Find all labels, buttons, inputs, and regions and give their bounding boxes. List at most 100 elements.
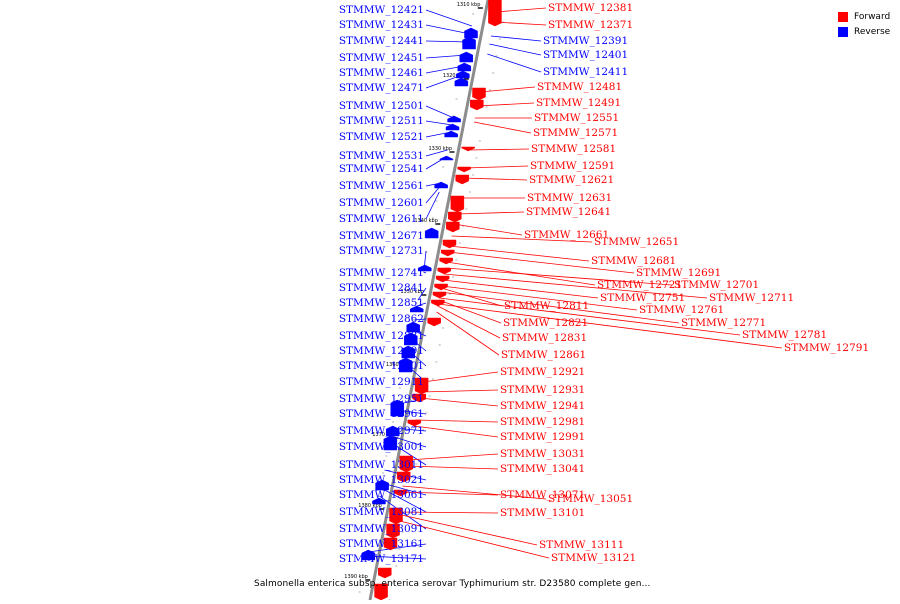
gene-label[interactable]: STMMW_12721 <box>597 279 682 291</box>
gene-label[interactable]: STMMW_12941 <box>500 400 585 412</box>
gene-label[interactable]: STMMW_12761 <box>639 304 724 316</box>
gene-label[interactable]: STMMW_12441 <box>339 35 424 47</box>
forward-gene-arrow[interactable] <box>440 249 455 257</box>
gene-label[interactable]: STMMW_13101 <box>500 507 585 519</box>
gene-label[interactable]: STMMW_12491 <box>536 97 621 109</box>
gene-label[interactable]: STMMW_12781 <box>742 329 827 341</box>
forward-gene-arrow[interactable] <box>442 239 457 249</box>
reverse-gene-arrow[interactable] <box>390 399 404 417</box>
gene-label[interactable]: STMMW_13061 <box>339 489 424 501</box>
reverse-gene-arrow[interactable] <box>372 497 386 505</box>
forward-gene-arrow[interactable] <box>389 507 403 525</box>
gene-label[interactable]: STMMW_12391 <box>543 35 628 47</box>
gene-label[interactable]: STMMW_12701 <box>674 279 759 291</box>
gene-label[interactable]: STMMW_13051 <box>548 493 633 505</box>
gene-label[interactable]: STMMW_12591 <box>530 160 615 172</box>
reverse-gene-arrow[interactable] <box>385 425 400 437</box>
reverse-gene-arrow[interactable] <box>462 36 476 50</box>
gene-label[interactable]: STMMW_12521 <box>339 131 424 143</box>
forward-gene-arrow[interactable] <box>439 257 453 265</box>
reverse-gene-arrow[interactable] <box>447 115 461 123</box>
gene-label[interactable]: STMMW_12921 <box>500 366 585 378</box>
gene-label[interactable]: STMMW_12481 <box>537 81 622 93</box>
gene-label[interactable]: STMMW_12681 <box>591 255 676 267</box>
gene-label[interactable]: STMMW_12951 <box>339 393 424 405</box>
forward-gene-arrow[interactable] <box>488 0 502 27</box>
gene-label[interactable]: STMMW_12671 <box>339 230 424 242</box>
gene-label[interactable]: STMMW_12751 <box>600 292 685 304</box>
gene-label[interactable]: STMMW_13111 <box>539 539 624 551</box>
gene-label[interactable]: STMMW_12401 <box>543 49 628 61</box>
gene-label[interactable]: STMMW_12741 <box>339 267 424 279</box>
reverse-gene-arrow[interactable] <box>434 181 448 189</box>
gene-label[interactable]: STMMW_12551 <box>534 112 619 124</box>
gene-label[interactable]: STMMW_12661 <box>524 229 609 241</box>
forward-gene-arrow[interactable] <box>414 377 429 395</box>
forward-gene-arrow[interactable] <box>412 393 426 403</box>
gene-label[interactable]: STMMW_12501 <box>339 100 424 112</box>
gene-label[interactable]: STMMW_13041 <box>500 463 585 475</box>
reverse-gene-arrow[interactable] <box>401 345 416 359</box>
gene-label[interactable]: STMMW_12611 <box>339 213 424 225</box>
gene-label[interactable]: STMMW_12581 <box>531 143 616 155</box>
gene-label[interactable]: STMMW_12861 <box>501 349 586 361</box>
gene-label[interactable]: STMMW_12531 <box>339 150 424 162</box>
gene-label[interactable]: STMMW_12981 <box>500 416 585 428</box>
gene-label[interactable]: STMMW_13071 <box>500 489 585 501</box>
forward-gene-arrow[interactable] <box>437 267 451 275</box>
gene-label[interactable]: STMMW_12991 <box>500 431 585 443</box>
gene-label[interactable]: STMMW_12961 <box>339 408 424 420</box>
forward-gene-arrow[interactable] <box>455 174 469 185</box>
gene-label[interactable]: STMMW_12731 <box>339 245 424 257</box>
gene-label[interactable]: STMMW_12511 <box>339 115 424 127</box>
reverse-gene-arrow[interactable] <box>445 123 460 131</box>
forward-gene-arrow[interactable] <box>461 146 475 152</box>
forward-gene-arrow[interactable] <box>393 489 408 497</box>
gene-label[interactable]: STMMW_12971 <box>339 425 424 437</box>
forward-gene-arrow[interactable] <box>407 419 422 427</box>
gene-label[interactable]: STMMW_12851 <box>339 297 424 309</box>
gene-label[interactable]: STMMW_13001 <box>339 441 424 453</box>
forward-gene-arrow[interactable] <box>431 299 445 307</box>
gene-label[interactable]: STMMW_13171 <box>339 553 424 565</box>
reverse-gene-arrow[interactable] <box>439 155 454 161</box>
gene-label[interactable]: STMMW_12691 <box>636 267 721 279</box>
reverse-gene-arrow[interactable] <box>398 357 413 373</box>
gene-label[interactable]: STMMW_12631 <box>527 192 612 204</box>
reverse-gene-arrow[interactable] <box>456 70 470 79</box>
gene-label[interactable]: STMMW_12571 <box>533 127 618 139</box>
forward-gene-arrow[interactable] <box>457 166 471 173</box>
gene-label[interactable]: STMMW_13091 <box>339 523 424 535</box>
gene-label[interactable]: STMMW_12601 <box>339 197 424 209</box>
gene-label[interactable]: STMMW_12901 <box>339 360 424 372</box>
reverse-gene-arrow[interactable] <box>383 435 398 451</box>
forward-gene-arrow[interactable] <box>470 99 484 111</box>
gene-label[interactable]: STMMW_13081 <box>339 506 424 518</box>
gene-label[interactable]: STMMW_12911 <box>339 376 424 388</box>
gene-label[interactable]: STMMW_12791 <box>784 342 869 354</box>
gene-label[interactable]: STMMW_12711 <box>709 292 794 304</box>
forward-gene-arrow[interactable] <box>383 537 398 551</box>
forward-gene-arrow[interactable] <box>434 283 448 291</box>
gene-label[interactable]: STMMW_13011 <box>339 459 424 471</box>
forward-gene-arrow[interactable] <box>399 455 413 473</box>
reverse-gene-arrow[interactable] <box>409 305 424 313</box>
gene-label[interactable]: STMMW_13021 <box>339 474 424 486</box>
reverse-gene-arrow[interactable] <box>418 264 432 272</box>
gene-label[interactable]: STMMW_12931 <box>500 384 585 396</box>
gene-label[interactable]: STMMW_12891 <box>339 345 424 357</box>
gene-label[interactable]: STMMW_12651 <box>594 236 679 248</box>
forward-gene-arrow[interactable] <box>446 221 460 233</box>
gene-label[interactable]: STMMW_12881 <box>339 330 424 342</box>
gene-label[interactable]: STMMW_12561 <box>339 180 424 192</box>
gene-label[interactable]: STMMW_12371 <box>548 19 633 31</box>
forward-gene-arrow[interactable] <box>396 471 411 483</box>
gene-label[interactable]: STMMW_13031 <box>500 448 585 460</box>
gene-label[interactable]: STMMW_13161 <box>339 538 424 550</box>
reverse-gene-arrow[interactable] <box>454 77 469 87</box>
forward-gene-arrow[interactable] <box>450 195 465 213</box>
gene-label[interactable]: STMMW_12381 <box>548 2 633 14</box>
reverse-gene-arrow[interactable] <box>464 27 478 39</box>
gene-label[interactable]: STMMW_12862 <box>339 313 424 325</box>
gene-label[interactable]: STMMW_12411 <box>543 66 628 78</box>
